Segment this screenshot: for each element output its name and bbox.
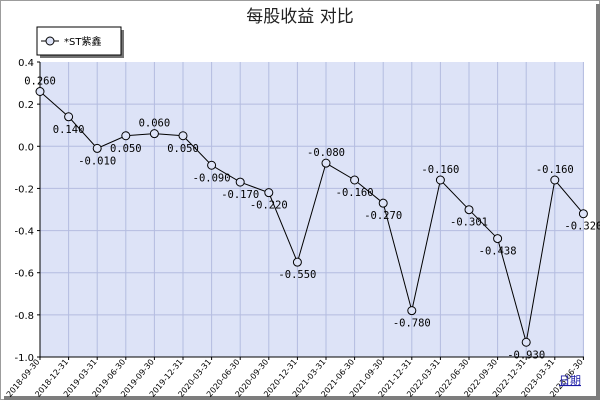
data-label: -0.301 — [450, 217, 488, 229]
series-line — [39, 91, 584, 343]
data-point — [92, 143, 102, 153]
data-point — [207, 160, 217, 170]
y-tick-label: 0.0 — [18, 142, 34, 153]
data-point — [121, 131, 131, 141]
data-point — [464, 205, 474, 215]
data-point — [378, 198, 388, 208]
frame-shadow-bottom — [4, 396, 600, 400]
x-axis-ticks: 2018-09-302018-12-312019-03-312019-06-30… — [5, 357, 585, 399]
series-markers — [35, 87, 588, 347]
data-label: -0.160 — [536, 164, 574, 176]
data-point — [350, 175, 360, 185]
data-point — [493, 234, 503, 244]
data-label: -0.270 — [364, 210, 402, 222]
data-point — [407, 306, 417, 316]
data-label: -0.438 — [479, 246, 517, 258]
data-point — [178, 131, 188, 141]
data-point — [35, 87, 45, 96]
data-label: -0.160 — [336, 187, 374, 199]
y-tick-label: -1.0 — [14, 353, 34, 364]
gridlines — [40, 62, 584, 357]
frame-shadow-right — [596, 4, 600, 400]
data-label: -0.160 — [421, 164, 459, 176]
y-tick-label: 0.4 — [18, 58, 34, 69]
data-point — [264, 188, 274, 198]
data-label: -0.780 — [393, 318, 431, 330]
data-point — [235, 177, 245, 187]
y-tick-label: -0.6 — [14, 269, 34, 280]
data-point — [435, 175, 445, 185]
legend-series-name: *ST紫鑫 — [64, 35, 101, 48]
chart-title: 每股收益 对比 — [246, 7, 353, 27]
data-point — [578, 209, 588, 219]
data-point — [521, 337, 531, 347]
data-label: -0.320 — [564, 221, 600, 233]
data-point — [64, 112, 74, 122]
data-point — [292, 257, 302, 267]
y-axis-ticks: 0.4 0.2 0.0 -0.2 -0.4 -0.6 -0.8 -1.0 — [14, 58, 40, 364]
data-label: -0.080 — [307, 147, 345, 159]
data-label: 0.050 — [167, 143, 199, 155]
y-tick-label: -0.4 — [14, 227, 34, 238]
y-tick-label: 0.2 — [18, 100, 34, 111]
legend-marker-swatch — [45, 36, 55, 46]
data-label: 0.060 — [139, 118, 171, 130]
data-label: -0.220 — [250, 200, 288, 212]
data-label: -0.170 — [221, 189, 259, 201]
data-labels: 0.2600.140-0.0100.0500.0600.050-0.090-0.… — [24, 76, 600, 362]
period-link[interactable]: 日期 — [559, 374, 581, 387]
data-label: 0.050 — [110, 143, 142, 155]
y-tick-label: -0.8 — [14, 311, 34, 322]
data-point — [550, 175, 560, 185]
data-label: -0.550 — [278, 269, 316, 281]
data-point — [321, 158, 331, 168]
data-label: -0.010 — [78, 155, 116, 167]
data-label: 0.140 — [53, 124, 85, 136]
axes — [39, 62, 584, 358]
y-tick-label: -0.2 — [14, 184, 34, 195]
plot-area — [40, 62, 584, 357]
legend: *ST紫鑫 — [36, 26, 124, 58]
data-label: -0.930 — [507, 349, 545, 361]
data-label: 0.260 — [24, 76, 56, 88]
series-line-layer — [39, 91, 584, 343]
data-label: -0.090 — [193, 172, 231, 184]
data-point — [149, 129, 159, 139]
